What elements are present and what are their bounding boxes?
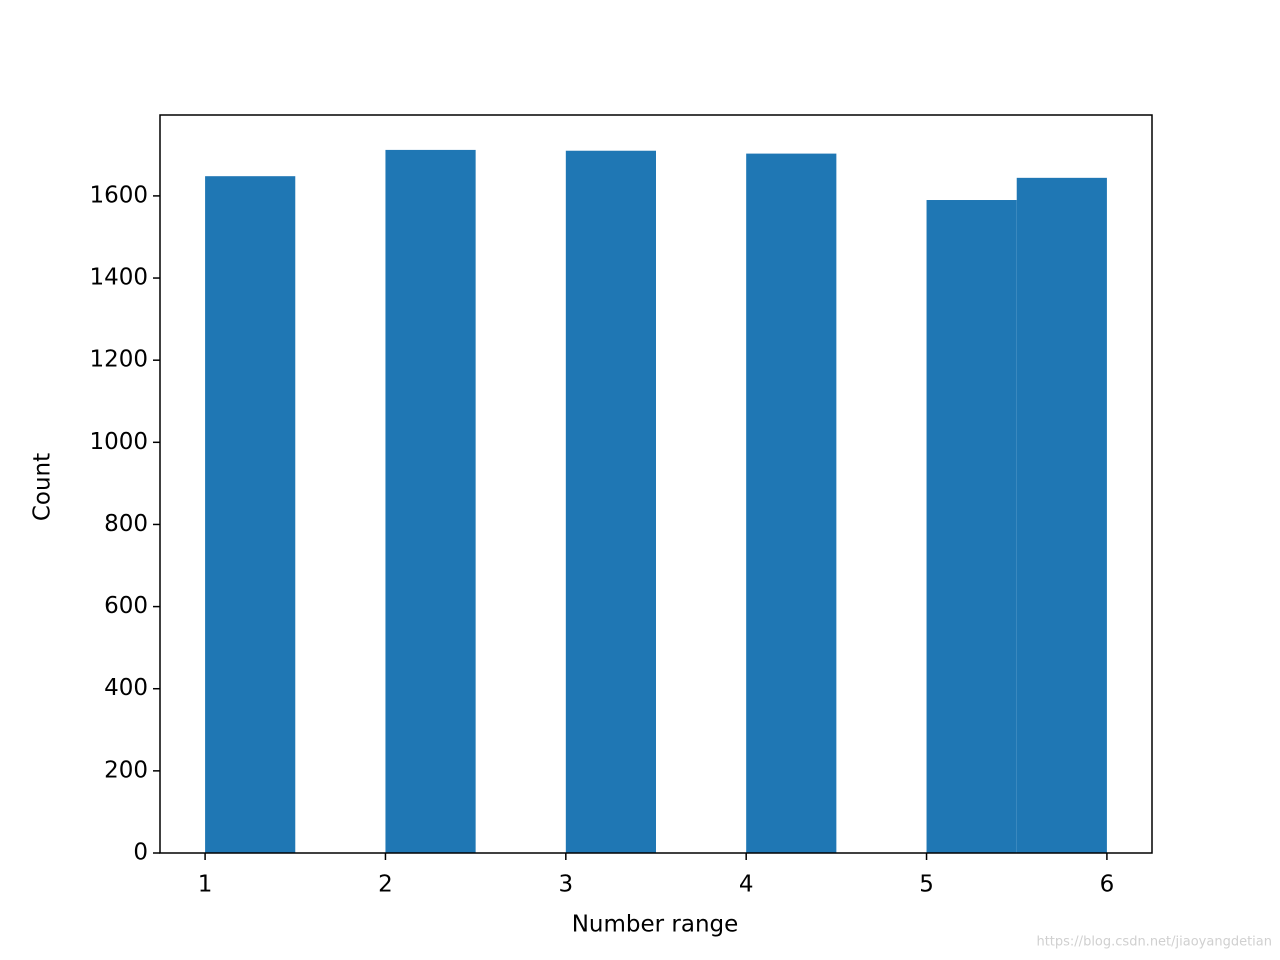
- bar: [746, 153, 837, 853]
- y-tick-label: 0: [133, 840, 148, 866]
- y-tick-label: 1400: [89, 265, 148, 291]
- bar: [565, 150, 656, 853]
- y-tick-label: 400: [104, 675, 148, 701]
- watermark: https://blog.csdn.net/jiaoyangdetian: [1036, 935, 1272, 950]
- bar: [385, 149, 476, 853]
- x-tick-label: 5: [919, 872, 934, 898]
- x-tick-label: 2: [378, 872, 393, 898]
- y-axis-label: Count: [30, 453, 56, 521]
- y-tick-label: 800: [104, 511, 148, 537]
- y-tick-label: 1600: [89, 182, 148, 208]
- y-tick-label: 600: [104, 593, 148, 619]
- x-axis-label: Number range: [572, 912, 739, 938]
- y-tick-label: 1200: [89, 347, 148, 373]
- x-tick-label: 1: [198, 872, 213, 898]
- plot-frame: [159, 114, 1153, 854]
- y-tick-label: 200: [104, 757, 148, 783]
- x-tick-label: 3: [558, 872, 573, 898]
- x-tick-label: 4: [739, 872, 754, 898]
- y-tick-label: 1000: [89, 429, 148, 455]
- x-tick-label: 6: [1100, 872, 1115, 898]
- bar: [926, 200, 1017, 853]
- bar: [205, 176, 296, 853]
- bar: [1016, 177, 1107, 854]
